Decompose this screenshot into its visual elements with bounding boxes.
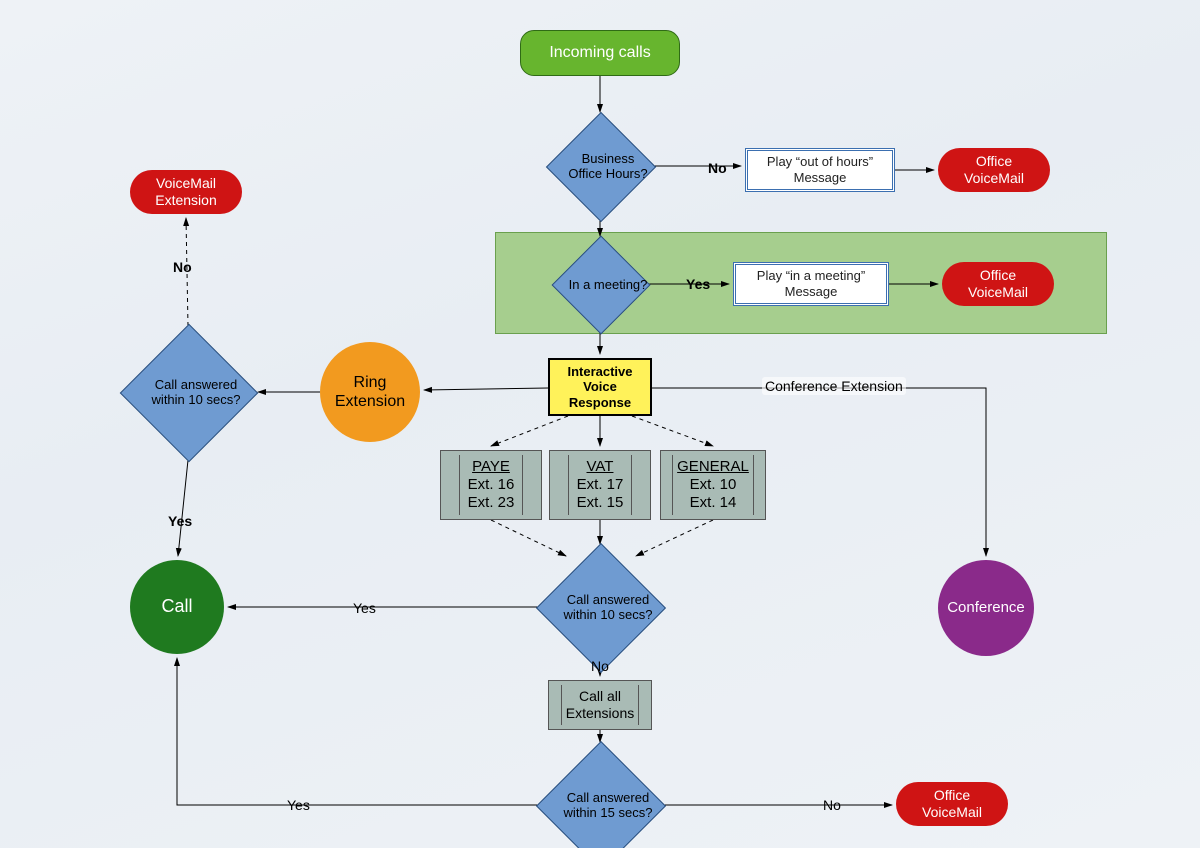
- ivr-label: InteractiveVoiceResponse: [567, 364, 632, 411]
- voicemail-oohours: OfficeVoiceMail: [938, 148, 1050, 192]
- conference-circle: Conference: [938, 560, 1034, 656]
- label-hours-no: No: [705, 159, 730, 177]
- decision-in-meeting: In a meeting?: [566, 250, 634, 318]
- ring-extension: RingExtension: [320, 342, 420, 442]
- decision-answered-15-label: Call answeredwithin 15 secs?: [535, 760, 681, 848]
- start-node: Incoming calls: [520, 30, 680, 76]
- ext-paye: PAYE Ext. 16 Ext. 23: [440, 450, 542, 520]
- ext-general-line-0: Ext. 10: [690, 476, 737, 494]
- label-ans10a-no: No: [170, 258, 195, 276]
- ext-general: GENERAL Ext. 10 Ext. 14: [660, 450, 766, 520]
- voicemail-extension-label: VoiceMailExtension: [155, 175, 216, 209]
- ivr-node: InteractiveVoiceResponse: [548, 358, 652, 416]
- ext-general-line-1: Ext. 14: [690, 494, 737, 512]
- decision-answered-10-center: Call answeredwithin 10 secs?: [555, 562, 645, 652]
- voicemail-extension: VoiceMailExtension: [130, 170, 242, 214]
- call-all-extensions-label: Call allExtensions: [566, 688, 634, 722]
- ext-paye-line-1: Ext. 23: [468, 494, 515, 512]
- voicemail-oohours-label: OfficeVoiceMail: [964, 153, 1024, 187]
- voicemail-meeting: OfficeVoiceMail: [942, 262, 1054, 306]
- msg-out-of-hours-label: Play “out of hours”Message: [767, 154, 873, 185]
- ext-paye-line-0: Ext. 16: [468, 476, 515, 494]
- ext-vat: VAT Ext. 17 Ext. 15: [549, 450, 651, 520]
- ext-paye-title: PAYE: [472, 458, 510, 476]
- msg-out-of-hours: Play “out of hours”Message: [745, 148, 895, 192]
- label-ans10b-yes: Yes: [350, 599, 379, 617]
- decision-answered-15: Call answeredwithin 15 secs?: [555, 760, 645, 848]
- label-meeting-yes: Yes: [683, 275, 713, 293]
- ext-vat-line-0: Ext. 17: [577, 476, 624, 494]
- decision-in-meeting-label: In a meeting?: [545, 250, 671, 318]
- ext-vat-line-1: Ext. 15: [577, 494, 624, 512]
- msg-in-meeting-label: Play “in a meeting”Message: [757, 268, 865, 299]
- start-label: Incoming calls: [549, 43, 650, 62]
- decision-answered-10-center-label: Call answeredwithin 10 secs?: [535, 562, 681, 652]
- call-circle: Call: [130, 560, 224, 654]
- label-conference-extension: Conference Extension: [762, 377, 906, 395]
- call-circle-label: Call: [161, 596, 192, 618]
- call-all-extensions: Call allExtensions: [548, 680, 652, 730]
- voicemail-meeting-label: OfficeVoiceMail: [968, 267, 1028, 301]
- decision-answered-10-left-label: Call answeredwithin 10 secs?: [123, 344, 269, 440]
- label-ans15-yes: Yes: [284, 796, 313, 814]
- flowchart-stage: Incoming calls BusinessOffice Hours? Pla…: [0, 0, 1200, 848]
- conference-circle-label: Conference: [947, 599, 1025, 617]
- voicemail-final-label: OfficeVoiceMail: [922, 787, 982, 821]
- decision-business-hours-label: BusinessOffice Hours?: [540, 128, 676, 204]
- voicemail-final: OfficeVoiceMail: [896, 782, 1008, 826]
- msg-in-meeting: Play “in a meeting”Message: [733, 262, 889, 306]
- label-ans10a-yes: Yes: [165, 512, 195, 530]
- label-ans10b-no: No: [588, 657, 612, 675]
- decision-answered-10-left: Call answeredwithin 10 secs?: [140, 344, 236, 440]
- decision-business-hours: BusinessOffice Hours?: [562, 128, 638, 204]
- ext-vat-title: VAT: [587, 458, 614, 476]
- ring-extension-label: RingExtension: [335, 373, 405, 411]
- ext-general-title: GENERAL: [677, 458, 749, 476]
- label-ans15-no: No: [820, 796, 844, 814]
